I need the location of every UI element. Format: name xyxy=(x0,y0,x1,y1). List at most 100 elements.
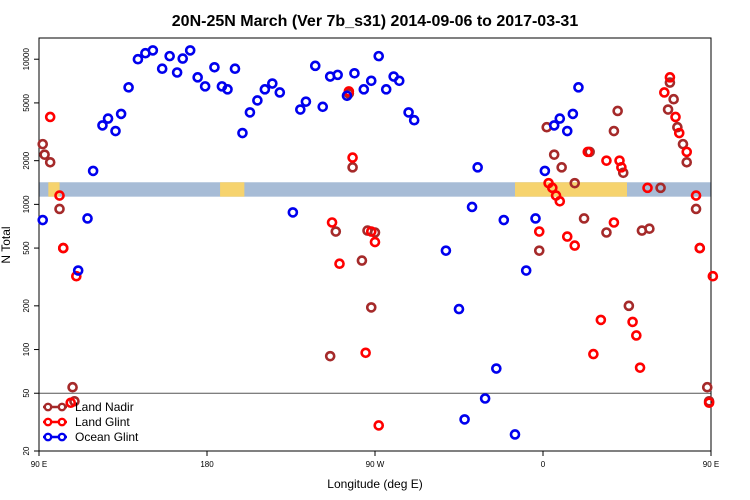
x-tick-label: 90 E xyxy=(31,460,47,469)
data-point xyxy=(347,152,358,163)
data-point xyxy=(533,226,545,237)
data-point xyxy=(110,125,121,137)
data-point xyxy=(67,381,78,393)
data-point xyxy=(326,217,338,228)
data-point xyxy=(567,108,579,120)
data-point xyxy=(655,182,666,194)
data-point xyxy=(274,87,286,98)
data-point xyxy=(616,162,627,173)
x-axis-label: Longitude (deg E) xyxy=(327,477,422,491)
data-point xyxy=(533,245,545,256)
data-point xyxy=(554,195,566,207)
y-tick-label: 100 xyxy=(22,342,31,356)
data-point xyxy=(601,155,612,166)
data-point xyxy=(349,67,360,79)
data-point xyxy=(184,45,196,56)
data-point xyxy=(222,84,233,95)
data-point xyxy=(659,87,670,98)
x-tick-label: 0 xyxy=(541,460,546,469)
data-point xyxy=(561,231,573,242)
y-tick-label: 200 xyxy=(22,299,31,313)
land-band-segment xyxy=(220,182,245,197)
legend-marker xyxy=(57,402,67,412)
data-point xyxy=(642,182,653,194)
data-point xyxy=(634,362,646,373)
data-point xyxy=(177,53,189,64)
legend-marker xyxy=(43,432,53,442)
series-land-glint xyxy=(44,72,719,431)
data-point xyxy=(199,81,211,92)
data-point xyxy=(608,125,620,137)
data-point xyxy=(573,82,584,93)
data-point xyxy=(300,96,312,107)
data-point xyxy=(673,127,685,139)
data-point xyxy=(97,120,108,131)
data-point xyxy=(595,314,607,326)
data-point xyxy=(102,113,114,124)
data-point xyxy=(341,90,353,102)
data-point xyxy=(365,226,377,237)
data-point xyxy=(267,78,278,89)
data-point xyxy=(332,69,343,81)
data-point xyxy=(373,420,385,431)
data-point xyxy=(358,84,370,95)
data-point xyxy=(324,350,336,362)
data-point xyxy=(123,82,134,93)
data-point xyxy=(244,107,256,118)
data-point xyxy=(156,63,168,75)
y-tick-label: 50 xyxy=(22,388,31,397)
data-point xyxy=(403,107,414,118)
data-point xyxy=(681,156,693,168)
x-tick-label: 90 W xyxy=(366,460,385,469)
land-band-segment xyxy=(515,182,627,197)
y-tick-label: 1000 xyxy=(22,195,31,213)
data-point xyxy=(147,45,159,56)
data-point xyxy=(360,347,371,359)
data-point xyxy=(569,177,581,189)
data-point xyxy=(65,397,77,409)
land-band-segment xyxy=(48,182,60,197)
data-point xyxy=(664,77,676,88)
x-tick-label: 90 E xyxy=(703,460,719,469)
data-point xyxy=(295,104,306,115)
data-point xyxy=(612,105,623,117)
data-point xyxy=(569,240,581,251)
data-point xyxy=(171,67,183,78)
data-point xyxy=(459,414,470,425)
data-point xyxy=(54,203,65,215)
data-point xyxy=(37,138,49,150)
data-point xyxy=(57,242,69,254)
data-point xyxy=(87,165,99,177)
data-point xyxy=(681,146,693,158)
data-point xyxy=(617,167,629,179)
legend-label: Land Nadir xyxy=(75,400,134,414)
data-point xyxy=(608,217,620,228)
data-point xyxy=(548,120,560,131)
data-point xyxy=(356,255,368,266)
data-point xyxy=(71,270,82,282)
data-point xyxy=(365,75,377,87)
data-point xyxy=(498,214,510,226)
data-point xyxy=(453,303,465,315)
data-point xyxy=(44,111,56,123)
data-point xyxy=(670,111,681,123)
data-point xyxy=(472,162,483,173)
data-point xyxy=(554,113,566,124)
data-point xyxy=(37,214,49,226)
data-point xyxy=(694,242,706,254)
data-point xyxy=(259,84,271,95)
data-point xyxy=(556,162,567,173)
data-point xyxy=(369,236,381,248)
series-land-nadir xyxy=(37,77,715,407)
plot-frame xyxy=(38,37,712,452)
y-axis-label: N Total xyxy=(0,226,13,263)
data-point xyxy=(703,397,715,409)
data-point xyxy=(380,84,392,95)
data-point xyxy=(330,226,342,237)
data-point xyxy=(664,72,676,83)
data-point xyxy=(690,190,702,201)
legend-marker xyxy=(57,417,67,427)
data-point xyxy=(668,93,679,105)
